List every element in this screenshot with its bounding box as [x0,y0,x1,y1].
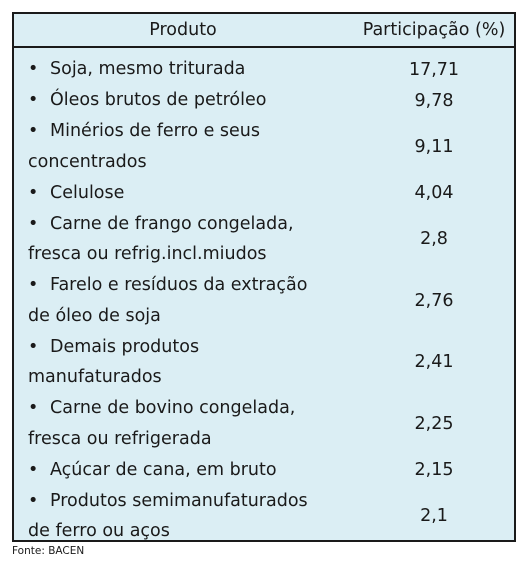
product-line: Celulose [50,182,125,203]
table-row: • Carne de bovino congelada, fresca ou re… [14,393,514,455]
product-cell: • Óleos brutos de petróleo [28,85,358,116]
product-line: Açúcar de cana, em bruto [50,459,277,480]
product-line-2: fresca ou refrigerada [28,428,212,449]
exports-table: Produto Participação (%) • Soja, mesmo tr… [12,12,516,542]
product-cell: • Carne de bovino congelada, fresca ou re… [28,393,358,454]
product-line: Minérios de ferro e seus [50,121,261,141]
product-line-2: fresca ou refrig.incl.miudos [28,244,267,264]
share-value: 17,71 [408,59,460,80]
bullet-icon: • [28,398,39,418]
share-value: 2,25 [414,413,454,434]
bullet-icon: • [28,121,39,141]
product-line: Farelo e resíduos da extração [50,275,308,295]
table-row: • Demais produtos manufaturados 2,41 [14,332,514,394]
product-cell: • Minérios de ferro e seus concentrados [28,116,358,177]
table-row: • Produtos semimanufaturados de ferro ou … [14,486,514,548]
share-value: 2,8 [420,229,448,250]
share-value: 2,1 [420,506,448,527]
bullet-icon: • [28,90,39,110]
table-row: • Celulose 4,04 [14,178,514,209]
product-line: Carne de frango congelada, [50,213,294,234]
share-value: 4,04 [414,183,454,203]
product-line-2: manufaturados [28,367,162,387]
product-cell: • Farelo e resíduos da extração de óleo d… [28,270,358,331]
product-line-2: de ferro ou aços [28,521,170,541]
product-line: Produtos semimanufaturados [50,490,308,511]
product-line: Carne de bovino congelada, [50,398,296,418]
share-value: 2,41 [414,352,454,373]
product-line: Óleos brutos de petróleo [50,90,267,110]
bullet-icon: • [28,459,39,480]
table-row: • Minérios de ferro e seus concentrados 9… [14,116,514,178]
product-cell: • Celulose [28,178,358,209]
bullet-icon: • [28,59,39,79]
product-cell: • Açúcar de cana, em bruto [28,455,358,486]
product-line: Demais produtos [50,336,200,357]
product-cell: • Soja, mesmo triturada [28,54,358,85]
bullet-icon: • [28,490,39,511]
table-row: • Farelo e resíduos da extração de óleo d… [14,270,514,332]
share-value: 2,15 [414,460,454,480]
table-header: Produto Participação (%) [14,14,514,48]
product-cell: • Produtos semimanufaturados de ferro ou … [28,486,358,547]
product-line-2: de óleo de soja [28,305,161,326]
product-line: Soja, mesmo triturada [50,59,246,79]
share-value: 2,76 [414,290,454,311]
table-row: • Carne de frango congelada, fresca ou re… [14,209,514,271]
share-value: 9,11 [414,136,454,157]
product-cell: • Carne de frango congelada, fresca ou re… [28,209,358,270]
bullet-icon: • [28,336,39,357]
bullet-icon: • [28,182,39,203]
table-row: • Óleos brutos de petróleo 9,78 [14,85,514,116]
header-product: Produto [149,20,217,40]
table-body: • Soja, mesmo triturada 17,71 • Óleos brut… [14,54,514,547]
product-cell: • Demais produtos manufaturados [28,332,358,393]
share-value: 9,78 [414,90,454,111]
source-note: Fonte: BACEN [12,545,85,557]
product-line-2: concentrados [28,151,147,172]
bullet-icon: • [28,213,39,234]
header-share: Participação (%) [362,20,506,40]
table-row: • Açúcar de cana, em bruto 2,15 [14,455,514,486]
table-row: • Soja, mesmo triturada 17,71 [14,54,514,85]
bullet-icon: • [28,275,39,295]
